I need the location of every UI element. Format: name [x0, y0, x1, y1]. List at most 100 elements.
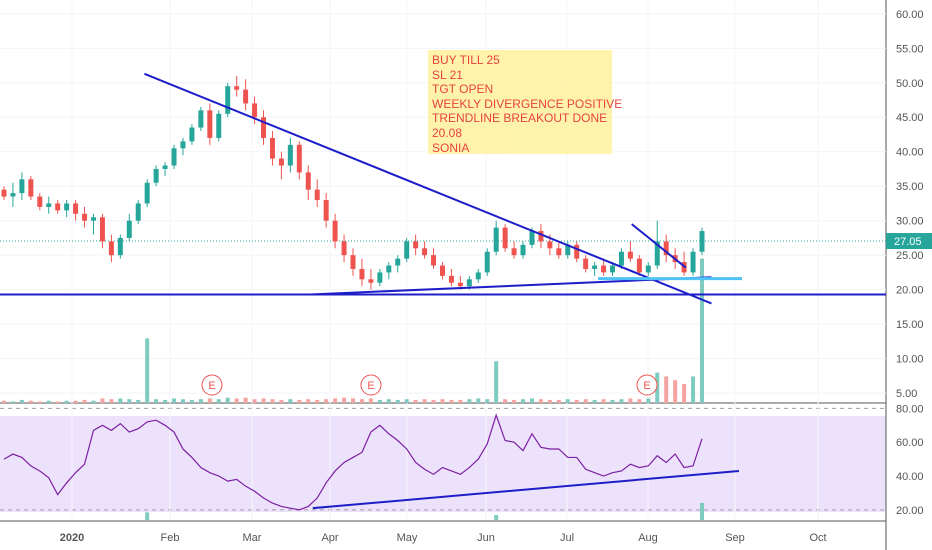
candle-body	[135, 203, 141, 221]
candle-body	[252, 103, 258, 118]
volume-bar	[333, 398, 338, 403]
volume-bar	[207, 398, 212, 403]
candle-body	[90, 217, 96, 221]
volume-bar	[619, 399, 624, 403]
candle-body	[28, 179, 34, 197]
volume-bar	[46, 400, 51, 403]
rsi-tick-label: 40.00	[896, 471, 924, 483]
candle-body	[126, 220, 132, 238]
volume-bar	[261, 398, 266, 403]
rsi-line	[3, 413, 740, 520]
volume-bar	[368, 398, 373, 403]
earnings-marker-circle	[636, 374, 658, 396]
candle-body	[19, 179, 25, 194]
volume-bar	[601, 399, 606, 403]
volume-bar	[628, 398, 633, 403]
volume-bar	[100, 398, 105, 403]
note-line: SL 21	[432, 67, 463, 82]
volume-bar	[37, 401, 42, 403]
volume-bar	[136, 399, 141, 403]
rsi-trendline	[312, 469, 740, 510]
rsi-volume-overlay	[700, 502, 704, 520]
candle-body	[46, 203, 52, 207]
candle-body	[180, 141, 186, 149]
last-price-label: 27.05	[894, 236, 922, 248]
volume-bar	[610, 399, 615, 403]
candle-body	[225, 86, 231, 114]
candle-body	[690, 251, 696, 273]
earnings-marker-label: E	[208, 380, 215, 392]
candle-body	[55, 203, 61, 211]
candle-body	[583, 258, 589, 269]
volume-bar	[154, 399, 159, 403]
candle-body	[574, 244, 580, 259]
candle-body	[64, 203, 70, 211]
candle-body	[627, 251, 633, 259]
volume-bar	[189, 399, 194, 403]
volume-bar	[270, 399, 275, 403]
price-tick-label: 35.00	[896, 181, 924, 193]
candle-body	[162, 165, 168, 169]
volume-bar	[512, 399, 517, 403]
candle-body	[377, 272, 383, 283]
volume-bar	[216, 399, 221, 403]
volume-bar	[413, 399, 418, 403]
candle-body	[207, 110, 213, 138]
volume-bar	[279, 399, 284, 403]
volume-bar	[592, 399, 597, 403]
candle-body	[99, 217, 105, 242]
volume-bar	[324, 399, 329, 403]
volume-bar	[118, 398, 123, 403]
volume-bar	[673, 380, 678, 403]
rsi-volume-overlay	[145, 512, 150, 520]
candle-body	[457, 282, 463, 287]
volume-bar	[449, 399, 454, 403]
price-tick-label: 10.00	[896, 354, 924, 366]
candle-body	[592, 265, 598, 269]
candle-body	[618, 251, 624, 266]
candle-body	[153, 168, 159, 183]
candle-body	[296, 144, 302, 173]
volume-bar	[225, 397, 230, 403]
note-line: TRENDLINE BREAKOUT DONE	[432, 111, 608, 126]
earnings-marker-circle	[201, 374, 223, 396]
rsi-polyline	[3, 413, 703, 511]
candle-body	[556, 248, 562, 256]
volume-bar	[395, 399, 400, 403]
candle-body	[645, 265, 651, 273]
candle-body	[82, 213, 88, 221]
volume-bar	[55, 401, 60, 403]
time-tick-label: Feb	[161, 532, 180, 544]
volume-bar	[494, 361, 499, 403]
price-tick-label: 5.00	[896, 388, 917, 400]
volume-bars	[2, 258, 704, 403]
volume-bar	[91, 400, 96, 403]
volume-bar	[700, 258, 704, 403]
volume-bar	[172, 398, 177, 403]
candle-body	[422, 248, 428, 256]
volume-bar	[288, 399, 293, 403]
volume-bar	[422, 399, 427, 403]
volume-bar	[377, 399, 382, 403]
candle-body	[439, 265, 445, 276]
volume-bar	[297, 399, 302, 403]
volume-bar	[503, 399, 508, 403]
candle-body	[475, 272, 481, 280]
candle-body	[520, 244, 526, 256]
rsi-tick-label: 20.00	[896, 505, 924, 517]
volume-bar	[467, 399, 472, 403]
candle-body	[171, 148, 177, 166]
candle-body	[332, 220, 338, 242]
volume-bar	[440, 399, 445, 403]
candle-body	[699, 231, 705, 252]
note-line: 20.08	[432, 125, 463, 140]
time-tick-label: Jul	[560, 532, 574, 544]
note-line: BUY TILL 25	[432, 53, 500, 67]
note-line: SONIA	[432, 140, 470, 155]
volume-bar	[458, 399, 463, 403]
time-tick-label: Aug	[638, 532, 658, 544]
volume-bar	[19, 399, 24, 403]
candle-body	[73, 203, 79, 214]
volume-bar	[198, 399, 203, 403]
